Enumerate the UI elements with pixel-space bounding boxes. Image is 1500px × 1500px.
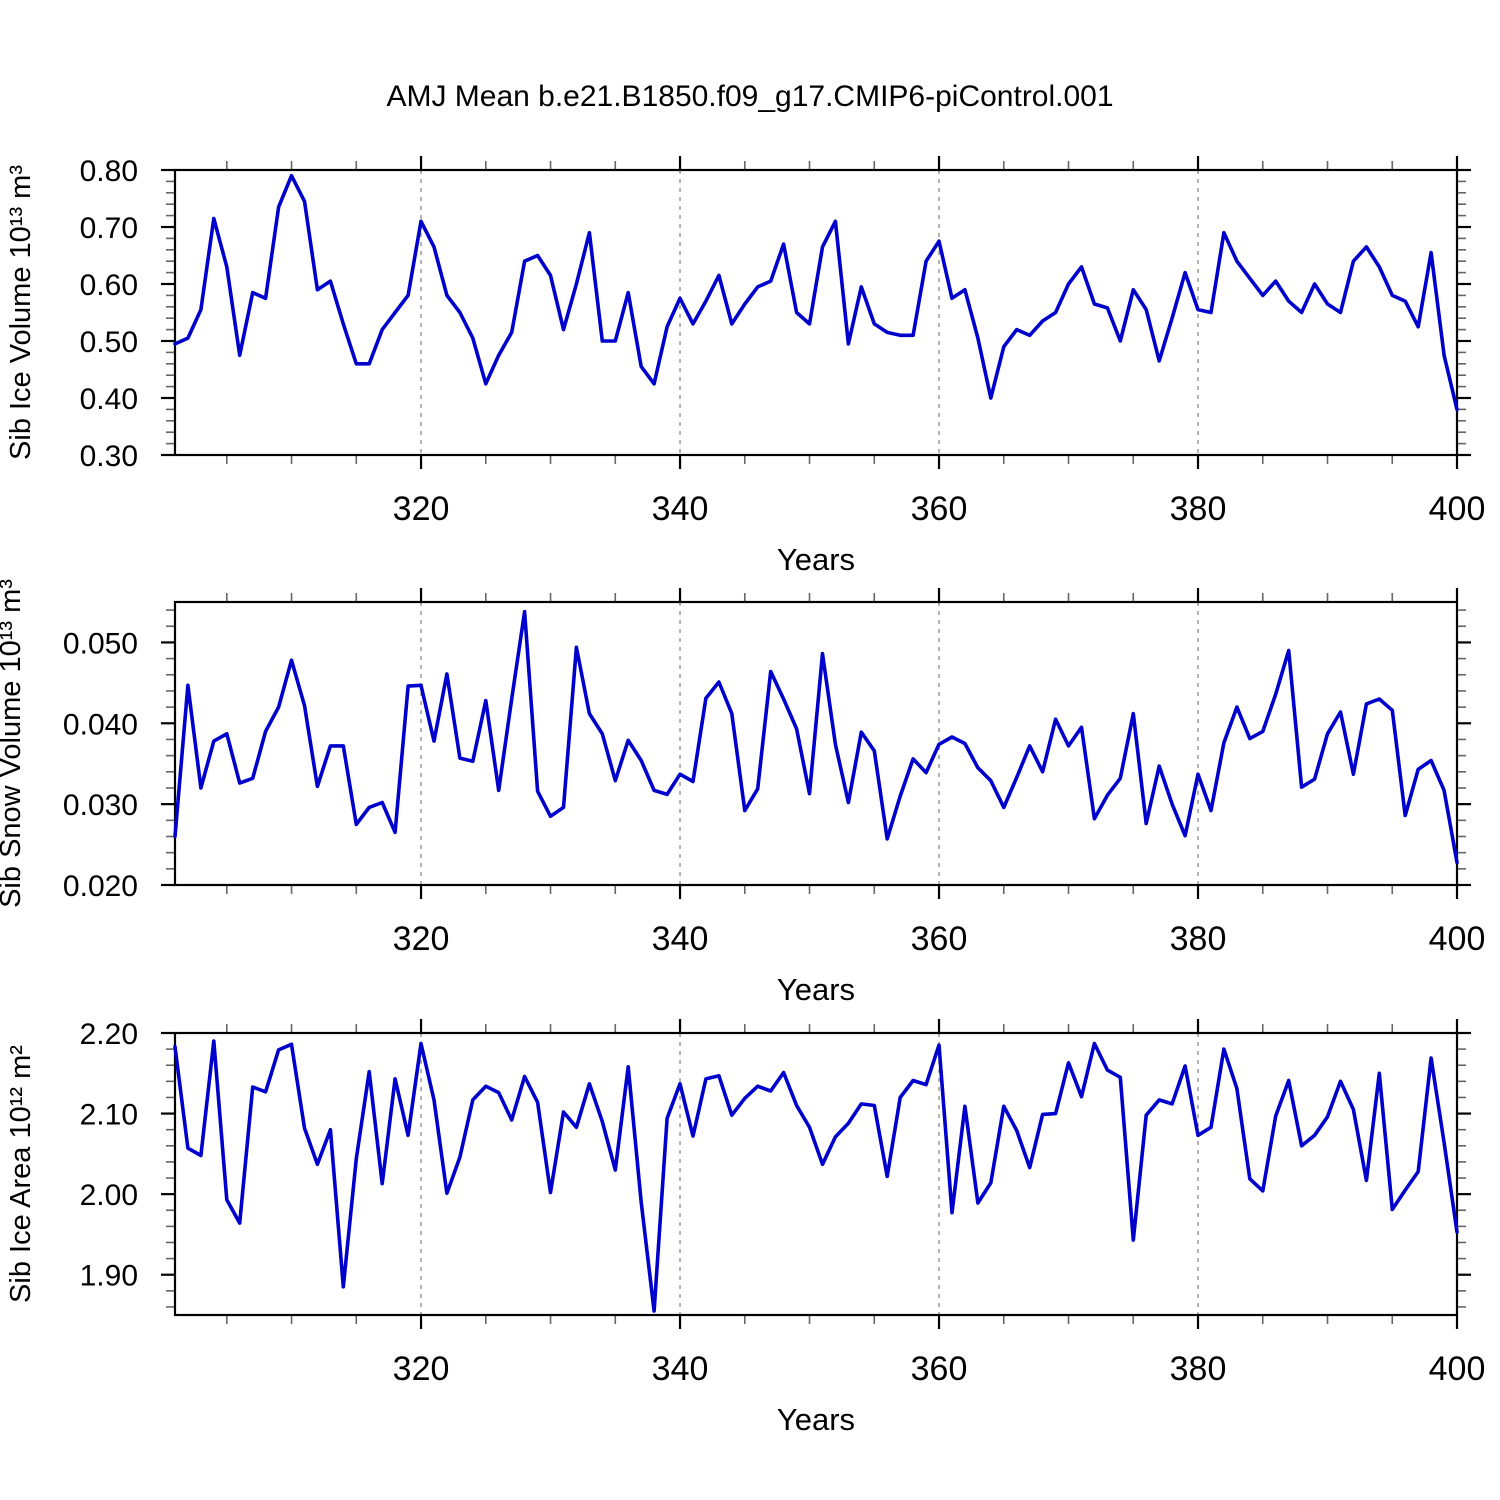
x-tick-label: 360 (911, 1350, 968, 1388)
series-line (173, 1039, 1459, 1313)
y-tick-label: 0.50 (80, 326, 138, 359)
plot-frame (173, 600, 1459, 887)
x-axis-label: Years (777, 972, 855, 1007)
x-tick-label: 340 (652, 1350, 709, 1388)
x-tick-label: 360 (911, 490, 968, 528)
x-tick-label: 400 (1429, 1350, 1486, 1388)
y-axis-label: Sib Snow Volume 10¹³ m³ (0, 579, 27, 908)
x-tick-label: 400 (1429, 490, 1486, 528)
y-axis-label: Sib Ice Volume 10¹³ m³ (5, 165, 37, 460)
y-tick-label: 2.00 (80, 1179, 138, 1212)
x-tick-label: 340 (652, 920, 709, 958)
x-axis-label: Years (777, 542, 855, 577)
x-tick-label: 320 (393, 490, 450, 528)
series-line (173, 609, 1459, 865)
x-tick-label: 380 (1170, 1350, 1227, 1388)
y-tick-label: 0.30 (80, 440, 138, 473)
series-line (173, 173, 1459, 412)
y-tick-label: 2.20 (80, 1018, 138, 1051)
chart-title: AMJ Mean b.e21.B1850.f09_g17.CMIP6-piCon… (386, 80, 1114, 113)
x-tick-label: 400 (1429, 920, 1486, 958)
y-tick-label: 0.70 (80, 212, 138, 245)
x-tick-label: 320 (393, 1350, 450, 1388)
y-tick-label: 1.90 (80, 1260, 138, 1293)
plot-frame (173, 168, 1459, 457)
y-tick-label: 0.040 (63, 708, 138, 741)
x-tick-label: 380 (1170, 490, 1227, 528)
y-axis-label: Sib Ice Area 10¹² m² (5, 1045, 37, 1303)
y-tick-label: 0.050 (63, 627, 138, 660)
x-axis-label: Years (777, 1402, 855, 1437)
y-tick-label: 2.10 (80, 1099, 138, 1132)
x-tick-label: 360 (911, 920, 968, 958)
y-tick-label: 0.60 (80, 269, 138, 302)
x-tick-label: 320 (393, 920, 450, 958)
plot-frame (173, 1031, 1459, 1317)
y-tick-label: 0.020 (63, 870, 138, 903)
y-tick-label: 0.40 (80, 383, 138, 416)
x-tick-label: 380 (1170, 920, 1227, 958)
x-tick-label: 340 (652, 490, 709, 528)
y-tick-label: 0.80 (80, 155, 138, 188)
y-tick-label: 0.030 (63, 789, 138, 822)
